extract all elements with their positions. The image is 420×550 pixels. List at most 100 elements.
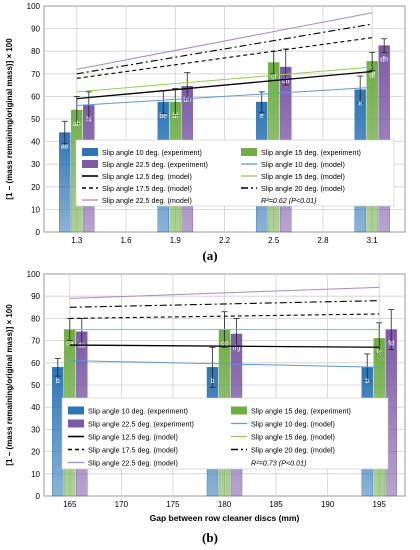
r-squared-annotation: R²=0.62 (P<0.01) <box>261 196 317 205</box>
chart-a: 0 10 20 30 40 50 60 70 80 90 100 1.3 1.6 1.9 2.2 2.5 2.8… <box>5 2 406 250</box>
legend-label: Slip angle 15 deg. (experiment) <box>261 148 361 157</box>
legend-label: Slip angle 12.5 deg. (model) <box>88 433 178 442</box>
bar-letter-label: ca <box>66 341 74 348</box>
legend-label: Slip angle 10 deg. (experiment) <box>102 148 202 157</box>
y-tick-label: 70 <box>31 337 40 346</box>
x-axis-label: Gap between row cleaner discs (mm) <box>150 513 300 523</box>
bar-letter-label: dh <box>380 57 388 64</box>
y-tick-label: 30 <box>31 160 40 169</box>
x-tick-label: 175 <box>166 500 180 509</box>
bar-letter-label: b <box>365 378 369 385</box>
legend-label: Slip angle 22.5 deg. (experiment) <box>88 420 194 429</box>
bar-letter-label: cg <box>221 341 229 348</box>
y-tick-label: 70 <box>31 70 40 79</box>
model-line <box>76 66 373 93</box>
model-line <box>76 23 373 75</box>
x-tick-label: 185 <box>269 500 283 509</box>
legend-box <box>75 139 395 207</box>
y-axis-label: [1 − (mass remaining/original mass)] × 1… <box>5 38 14 200</box>
y-tick-label: 100 <box>27 270 41 279</box>
legend-label: Slip angle 22.5 deg. (model) <box>102 196 192 205</box>
panel-label-b: (b) <box>202 530 218 545</box>
x-tick-label: 190 <box>321 500 335 509</box>
legend-label: Slip angle 10 deg. (experiment) <box>88 407 188 416</box>
bar-letter-label: be <box>159 113 167 120</box>
legend-swatch-bar <box>68 419 84 428</box>
x-tick-label: 180 <box>218 500 232 509</box>
model-line <box>76 86 373 106</box>
model-line <box>69 344 380 348</box>
legend-swatch-bar <box>241 148 257 156</box>
model-line <box>69 300 380 308</box>
y-tick-label: 20 <box>31 448 40 457</box>
y-tick-label: 0 <box>36 492 41 501</box>
x-tick-label: 2.5 <box>268 236 280 245</box>
bar-letter-label: ch <box>282 78 290 85</box>
bar-letter-label: dg <box>233 345 241 352</box>
legend-label: Slip angle 17.5 deg. (model) <box>88 446 178 455</box>
bar-letter-label: e <box>358 101 362 108</box>
x-tick-label: 2.2 <box>219 236 231 245</box>
legend-label: Slip angle 12.5 deg. (model) <box>102 172 192 181</box>
legend-label: Slip angle 10 deg. (model) <box>261 160 345 169</box>
y-tick-label: 0 <box>36 228 41 237</box>
y-tick-label: 90 <box>31 292 40 301</box>
legend-swatch-bar <box>68 406 84 415</box>
x-tick-label: 195 <box>373 500 387 509</box>
legend-label: Slip angle 10 deg. (model) <box>251 420 335 429</box>
bar-letter-label: hi <box>86 116 92 123</box>
x-tick-label: 1.3 <box>71 236 83 245</box>
model-line <box>76 70 373 100</box>
y-tick-label: 100 <box>27 2 41 11</box>
legend-label: Slip angle 15 deg. (model) <box>251 433 335 442</box>
bar <box>52 367 64 497</box>
y-tick-label: 20 <box>31 183 40 192</box>
bar-letter-label: e <box>260 113 264 120</box>
r-squared-annotation: R²=0.73 (P<0.01) <box>251 459 307 468</box>
y-tick-label: 30 <box>31 425 40 434</box>
y-tick-label: 60 <box>31 359 40 368</box>
legend-label: Slip angle 17.5 deg. (model) <box>102 184 192 193</box>
legend-swatch-bar <box>231 406 247 415</box>
y-tick-label: 50 <box>31 381 40 390</box>
x-tick-label: 1.9 <box>170 236 182 245</box>
bar-letter-label: b <box>211 378 215 385</box>
y-tick-label: 60 <box>31 92 40 101</box>
y-tick-label: 80 <box>31 314 40 323</box>
y-tick-label: 50 <box>31 115 40 124</box>
model-line <box>69 313 380 319</box>
legend-label: Slip angle 22.5 deg. (model) <box>88 459 178 468</box>
x-tick-label: 3.1 <box>367 236 379 245</box>
x-axis-label: Driving speed (m s⁻¹) <box>181 249 267 250</box>
bar-letter-label: df <box>369 72 375 79</box>
x-tick-label: 170 <box>115 500 129 509</box>
bar-letter-label: ae <box>61 144 69 151</box>
bar-letter-label: b <box>56 378 60 385</box>
legend-label: Slip angle 20 deg. (model) <box>251 446 335 455</box>
bar-letter-label: fd <box>388 341 394 348</box>
legend-label: Slip angle 20 deg. (model) <box>261 184 345 193</box>
model-line <box>76 37 373 79</box>
legend-label: Slip angle 22.5 deg. (experiment) <box>102 160 208 169</box>
legend-swatch-bar <box>82 148 98 156</box>
panel-label-a: (a) <box>202 248 218 263</box>
bar-letter-label: fc <box>376 349 382 356</box>
legend-swatch-bar <box>82 160 98 168</box>
legend-label: Slip angle 15 deg. (experiment) <box>251 407 351 416</box>
legend-box <box>61 397 389 470</box>
x-tick-label: 165 <box>63 500 77 509</box>
model-line <box>69 286 380 299</box>
legend-label: Slip angle 15 deg. (model) <box>261 172 345 181</box>
bar-letter-label: bf <box>172 113 178 120</box>
bar-letter-label: cf <box>271 74 277 81</box>
bar-letter-label: ah <box>73 121 81 128</box>
x-tick-label: 2.8 <box>317 236 329 245</box>
y-tick-label: 40 <box>31 138 40 147</box>
bar-letter-label: bh <box>183 97 191 104</box>
model-line <box>76 12 373 70</box>
y-tick-label: 80 <box>31 47 40 56</box>
y-tick-label: 40 <box>31 403 40 412</box>
y-axis-label: [1 − (mass remaining/original mass)] × 1… <box>5 304 14 466</box>
chart-b: 0 10 20 30 40 50 60 70 80 90 100 165 170 175 180 185 190… <box>5 270 406 523</box>
